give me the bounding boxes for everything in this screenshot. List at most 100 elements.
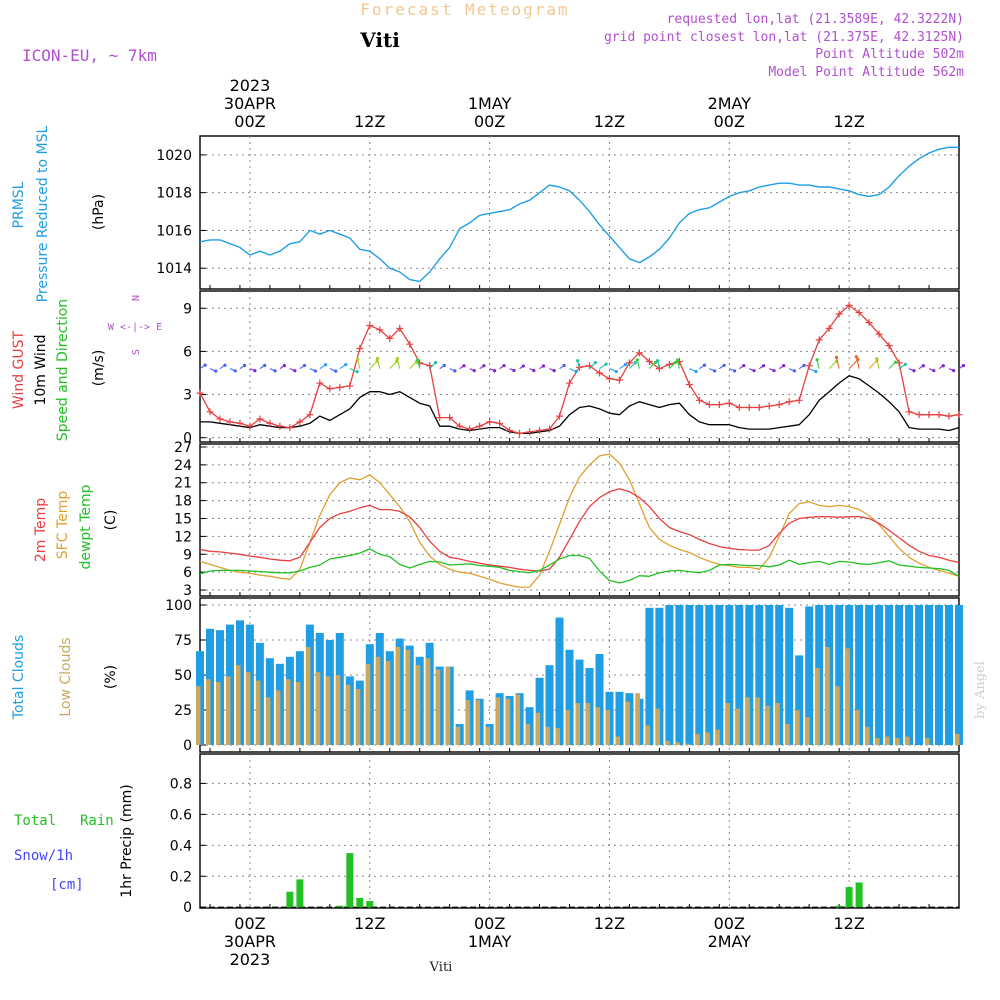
wind-arrow-head (242, 363, 247, 368)
gust-marker (446, 414, 454, 422)
bar-low-clouds (475, 700, 481, 745)
wind-arrow-head (604, 362, 608, 366)
wind-arrow-head (482, 364, 486, 368)
bar-low-clouds (865, 726, 870, 745)
gust-marker (635, 349, 643, 357)
wind-arrow-head (815, 358, 819, 362)
gust-marker (625, 359, 633, 367)
wind-arrow (848, 359, 859, 370)
bar-low-clouds (275, 690, 281, 745)
label-hpa: (hPa) (91, 194, 107, 230)
bottom-time-label: 00Z (234, 914, 265, 933)
wind-arrow (396, 358, 401, 369)
top-time-label: 00Z (714, 112, 745, 131)
y-tick-label: 3 (183, 388, 192, 404)
gust-marker (645, 357, 653, 365)
bar-low-clouds (305, 647, 311, 745)
bar-total-clouds (935, 605, 943, 745)
wind-arrow-head (782, 364, 786, 368)
bar-low-clouds (265, 697, 271, 745)
bar-low-clouds (885, 736, 890, 745)
gust-marker (436, 414, 444, 422)
wind-arrow-head (814, 369, 818, 374)
wind-arrow-head (293, 369, 297, 373)
gust-marker (246, 422, 254, 430)
gust-marker (476, 422, 484, 430)
bar-low-clouds (455, 726, 461, 745)
top-time-label: 1MAY (468, 94, 512, 113)
wind-arrow-head (253, 369, 257, 373)
gust-marker (665, 360, 673, 368)
label-cm: [cm] (50, 877, 84, 893)
bar-total-clouds (835, 605, 844, 745)
wind-arrow-head (356, 357, 360, 361)
gust-marker (775, 401, 783, 409)
bottom-time-label: 00Z (714, 914, 745, 933)
bar-total-clouds (765, 605, 774, 745)
bar-low-clouds (635, 693, 640, 745)
y-tick-label: 0 (183, 900, 192, 916)
bar-low-clouds (795, 710, 800, 745)
bar-total-clouds (735, 605, 744, 745)
y-tick-label: 0 (183, 738, 192, 754)
bar-low-clouds (365, 663, 371, 745)
bar-low-clouds (675, 742, 680, 745)
gust-marker (825, 324, 833, 332)
wind-arrow-head (875, 357, 879, 361)
wind-arrow-head (921, 364, 925, 368)
wind-arrow-head (941, 364, 945, 368)
gust-marker (915, 411, 923, 419)
label-precip: 1hr Precip (mm) (119, 784, 135, 897)
bar-total-rain (336, 905, 344, 908)
gust-marker (835, 310, 843, 318)
gust-marker (865, 319, 873, 327)
wind-arrow-head (462, 364, 466, 368)
series-prmsl (199, 146, 959, 283)
bar-low-clouds (905, 736, 910, 745)
panel-frame (199, 290, 960, 443)
panel-frame (199, 443, 960, 597)
bar-total-clouds (695, 605, 704, 745)
y-tick-label: 1016 (156, 223, 192, 239)
gust-marker (346, 382, 354, 390)
gust-marker (805, 362, 813, 370)
bar-low-clouds (875, 738, 880, 745)
bar-low-clouds (315, 672, 321, 745)
label-speed-direction: Speed and Direction (55, 299, 71, 441)
y-tick-label: 0 (183, 431, 192, 447)
gust-marker (595, 369, 603, 377)
gust-marker (955, 411, 963, 419)
wind-arrow-head (761, 364, 766, 368)
gust-marker (466, 425, 474, 433)
bar-low-clouds (285, 679, 291, 745)
bottom-time-label: 00Z (474, 914, 505, 933)
wind-arrow (369, 360, 378, 370)
compass-n: N (131, 295, 142, 301)
bar-low-clouds (745, 697, 750, 745)
bar-low-clouds (385, 661, 391, 745)
top-time-label: 12Z (833, 112, 864, 131)
gust-marker (396, 324, 404, 332)
bar-low-clouds (255, 680, 261, 745)
bar-low-clouds (825, 647, 830, 745)
bar-low-clouds (665, 740, 670, 745)
chart-title: Forecast Meteogram (360, 0, 569, 19)
model-altitude: Model Point Altitude 562m (768, 65, 964, 80)
wind-arrow-head (442, 363, 446, 368)
wind-arrow-head (576, 359, 580, 363)
bar-total-clouds (565, 649, 574, 745)
bar-low-clouds (835, 686, 840, 745)
gust-marker (526, 428, 534, 436)
label-dewpt-temp: dewpt Temp (78, 484, 94, 569)
bar-low-clouds (845, 648, 850, 745)
gust-marker (785, 398, 793, 406)
bar-low-clouds (325, 676, 331, 745)
bar-low-clouds (785, 724, 790, 745)
gust-marker (845, 301, 853, 309)
wind-arrow-head (802, 363, 806, 367)
wind-arrow-head (733, 369, 737, 373)
label-10m-wind: 10m Wind (33, 334, 49, 405)
gust-marker (216, 415, 224, 423)
